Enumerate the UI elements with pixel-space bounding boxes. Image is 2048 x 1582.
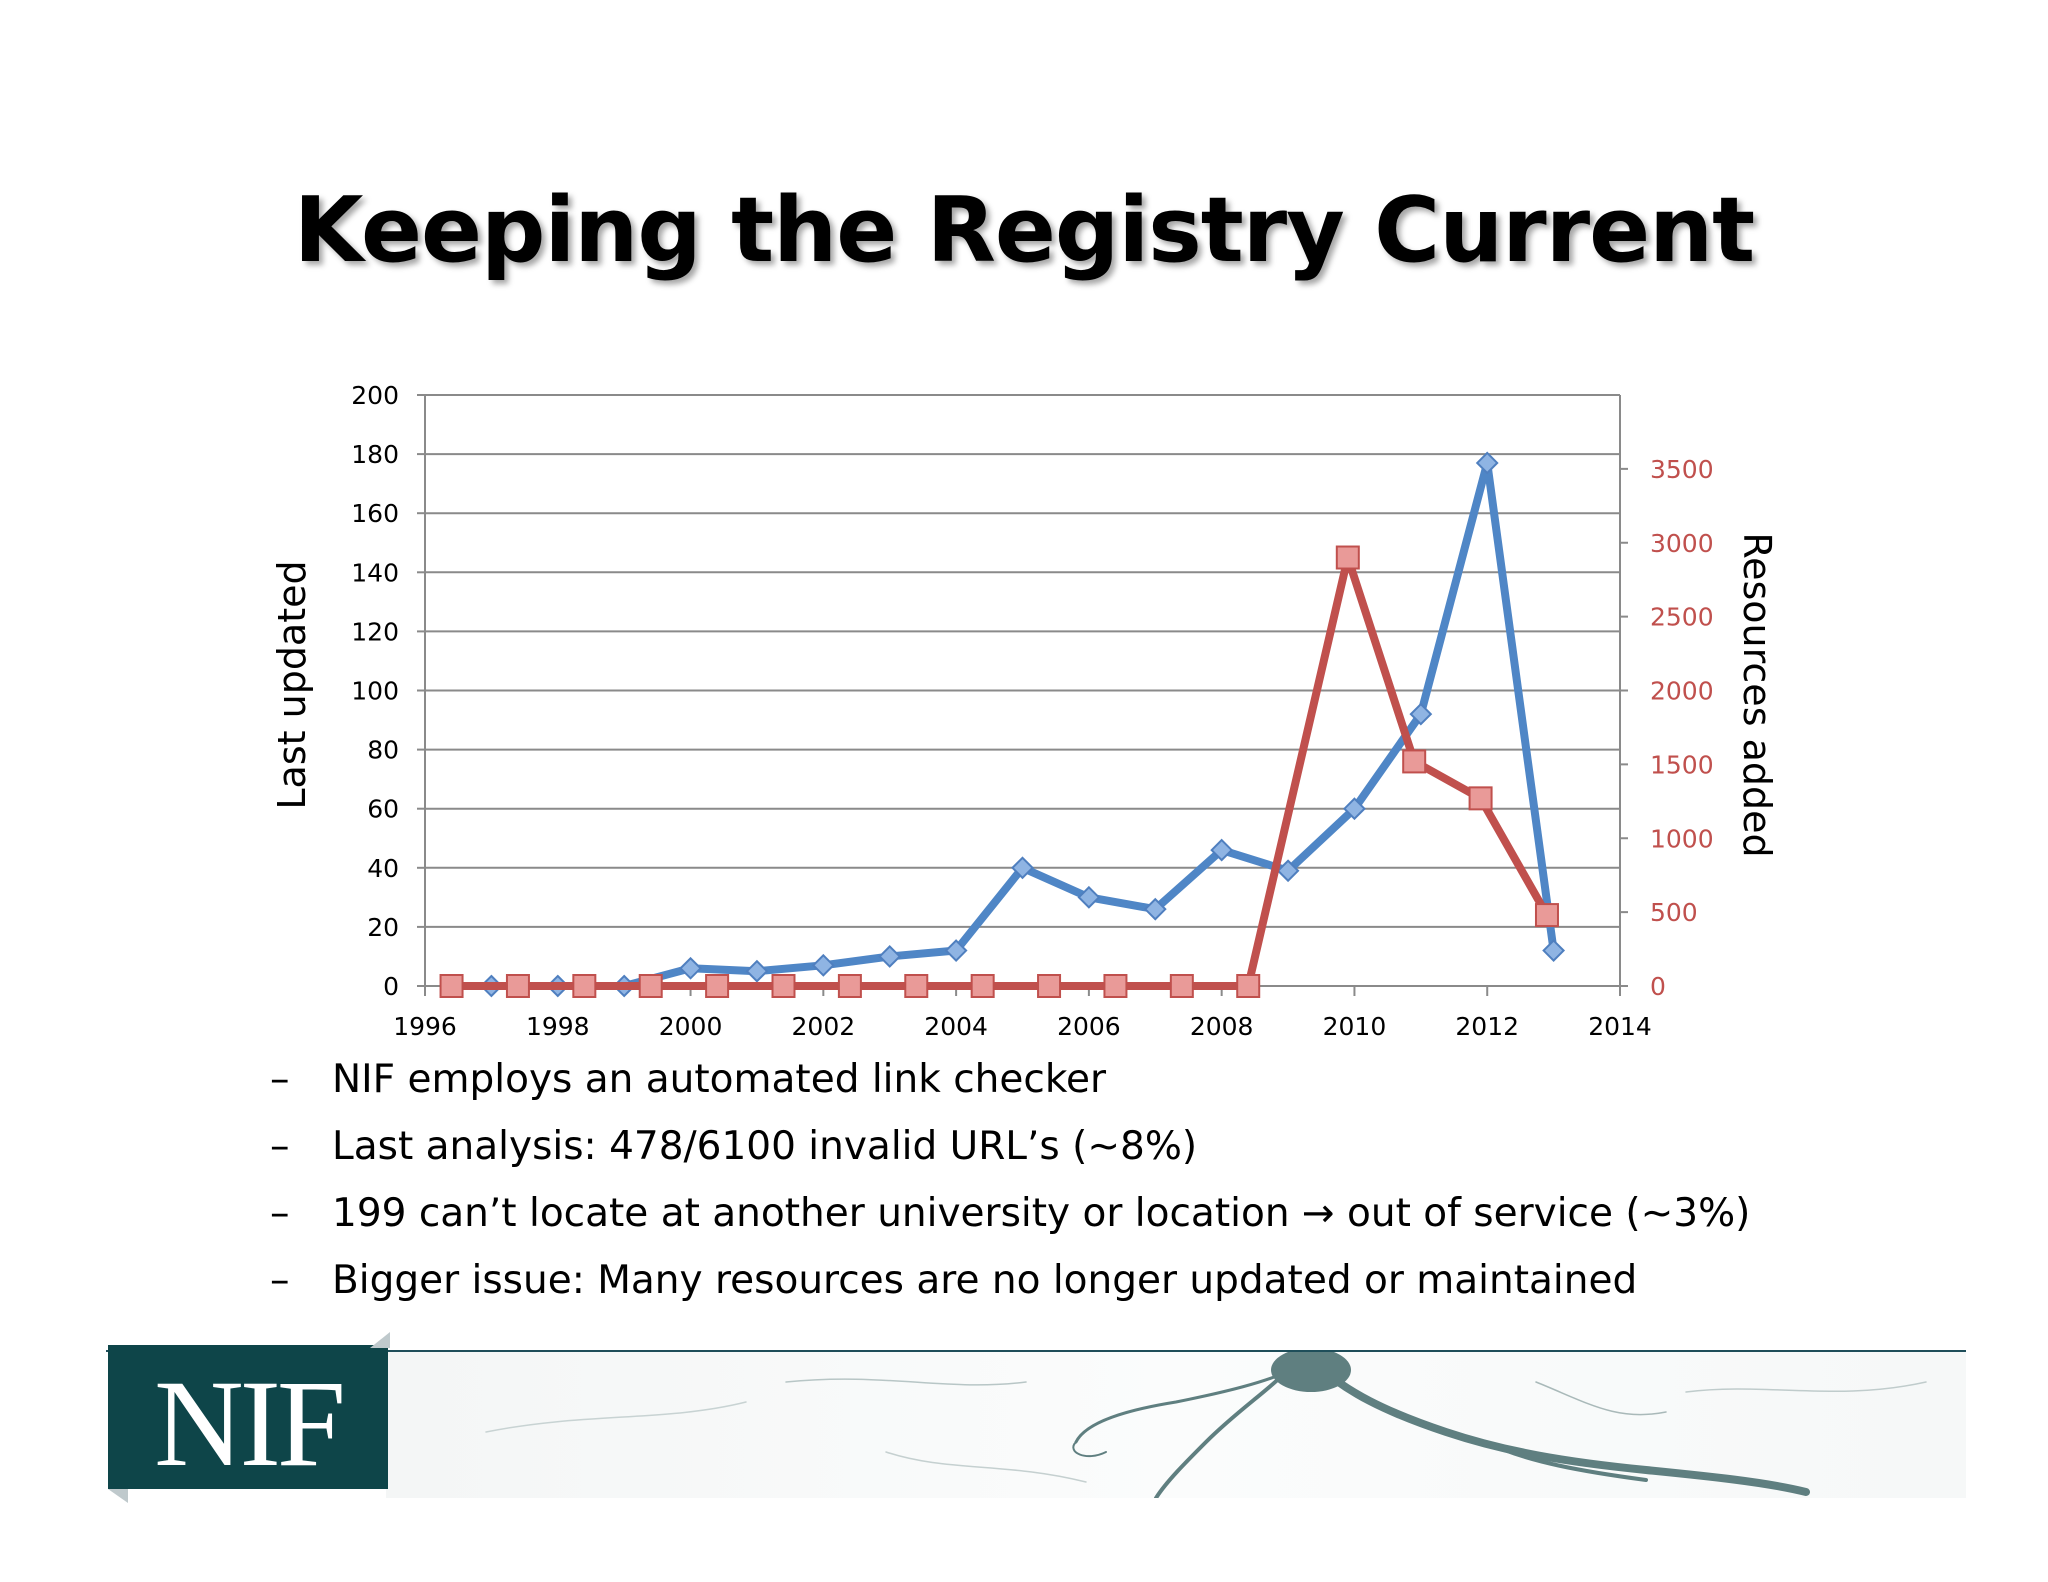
y-right-tick-label: 2000 [1650,677,1714,706]
bullet-marker: – [270,1124,290,1169]
x-tick-label: 2006 [1057,1012,1121,1041]
data-point-diamond [811,953,835,977]
data-point-square [705,974,730,998]
data-point-square [1236,974,1261,998]
data-point-diamond [944,939,968,962]
x-tick-label: 1998 [526,1012,590,1041]
data-point-square [1037,974,1062,998]
y-left-tick-label: 60 [367,795,399,824]
data-point-diamond [745,959,769,983]
y-left-tick-label: 180 [351,440,399,469]
bullet-text: Last analysis: 478/6100 invalid URL’s (~… [332,1124,1198,1169]
data-point-diamond [1409,702,1433,726]
bullet-marker: – [270,1258,290,1303]
nif-logo: NIF [108,1345,388,1492]
y-left-tick-label: 0 [383,972,399,1001]
x-tick-label: 2002 [792,1012,856,1041]
footer-divider [106,1350,1966,1352]
logo-fold-decoration [370,1332,390,1348]
series-resources-added [439,545,1559,998]
data-point-diamond [1077,885,1101,909]
x-tick-label: 2010 [1323,1012,1387,1041]
data-point-square [505,974,530,998]
x-tick-label: 2008 [1190,1012,1254,1041]
bullet-item: –199 can’t locate at another university … [270,1180,1751,1247]
data-point-diamond [1210,838,1234,862]
data-point-square [1534,903,1559,928]
bullet-item: – NIF employs an automated link checker [270,1046,1750,1113]
y-left-tick-label: 120 [351,617,399,646]
chart-series [439,451,1566,998]
data-point-square [1103,974,1128,998]
data-point-square [771,974,796,998]
neuron-banner-image [386,1352,1966,1498]
data-point-square [439,974,464,998]
y-right-tick-label: 1000 [1650,824,1714,853]
y-right-tick-label: 0 [1650,972,1666,1001]
bullet-text: 199 can’t locate at another university o… [332,1191,1751,1236]
y-right-tick-label: 3000 [1650,529,1714,558]
y-right-tick-label: 1500 [1650,750,1714,779]
bullet-item: – Last analysis: 478/6100 invalid URL’s (… [270,1113,1750,1180]
y-left-tick-label: 200 [351,381,399,410]
chart-gridlines [425,394,1620,928]
data-point-square [1468,786,1493,811]
y-left-tick-label: 140 [351,558,399,587]
y-right-tick-label: 500 [1650,898,1698,927]
data-point-square [572,974,597,998]
bullet-marker: – [270,1191,290,1236]
data-point-diamond [1475,451,1499,475]
y-left-tick-label: 160 [351,499,399,528]
data-point-diamond [1276,859,1300,883]
data-point-diamond [878,945,902,968]
x-tick-label: 2004 [924,1012,988,1041]
chart-axes [417,394,1628,996]
data-point-diamond [1143,897,1167,921]
series-line [491,458,1558,990]
y-right-tick-label: 3500 [1650,455,1714,484]
data-point-square [837,974,862,998]
data-point-square [1335,545,1360,570]
data-point-square [970,974,995,998]
series-last-updated [479,451,1566,998]
dual-axis-line-chart: 0204060801001201401601802000500100015002… [270,381,1779,1041]
data-point-diamond [1011,856,1034,880]
logo-fold-decoration [108,1489,128,1503]
x-tick-label: 2000 [659,1012,723,1041]
data-point-square [1169,974,1194,998]
y-axis-right-label: Resources added [1735,532,1779,857]
slide-title: Keeping the Registry Current [293,178,1755,283]
x-tick-label: 1996 [393,1012,457,1041]
logo-text: NIF [154,1355,346,1492]
bullet-text: NIF employs an automated link checker [332,1057,1107,1102]
chart-tick-labels: 0204060801001201401601802000500100015002… [351,381,1713,1041]
data-point-diamond [679,956,702,980]
data-point-diamond [1343,797,1366,821]
y-left-tick-label: 80 [367,736,399,765]
bullet-text: Bigger issue: Many resources are no long… [332,1258,1638,1303]
y-left-tick-label: 20 [367,913,399,942]
data-point-square [638,974,663,998]
y-right-tick-label: 2500 [1650,603,1714,632]
x-tick-label: 2012 [1455,1012,1519,1041]
bullet-item: – Bigger issue: Many resources are no lon… [270,1247,1750,1314]
y-left-tick-label: 100 [351,677,399,706]
x-tick-label: 2014 [1588,1012,1652,1041]
data-point-square [1402,749,1427,774]
y-left-tick-label: 40 [367,854,399,883]
bullet-list: – NIF employs an automated link checker –… [270,1046,1751,1314]
data-point-diamond [1542,939,1566,962]
data-point-square [904,974,929,998]
bullet-marker: – [270,1057,290,1102]
y-axis-left-label: Last updated [270,560,314,809]
